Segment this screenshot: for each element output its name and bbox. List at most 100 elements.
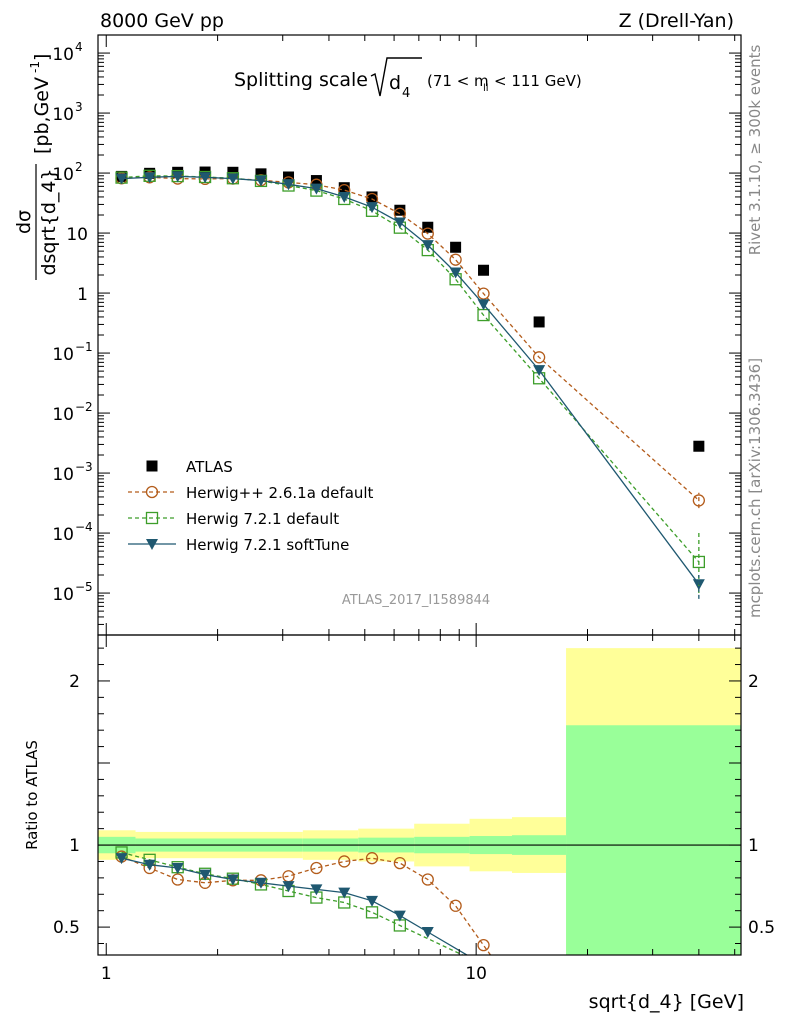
legend-marker-3 (146, 539, 158, 550)
header-left: 8000 GeV pp (100, 10, 224, 32)
main-series-3 (115, 171, 705, 591)
main-ytick-base-1: 10 (52, 525, 74, 545)
ratio-point-2-6 (282, 881, 295, 893)
ylabel-denominator: dsqrt{d_4} (38, 168, 60, 275)
ratio-series-line-2 (121, 857, 469, 955)
legend-entry-2: Herwig 7.2.1 default (128, 510, 339, 528)
main-point-0-15 (693, 440, 705, 452)
main-point-0-7 (310, 175, 322, 187)
main-point-3-0 (115, 173, 128, 185)
ratio-point-0-11 (421, 873, 434, 886)
main-series-line-1 (121, 176, 700, 501)
main-point-3-8 (338, 191, 351, 203)
ratio-series (115, 846, 492, 955)
ratio-point-0-13 (477, 939, 490, 952)
title-sub: 4 (402, 86, 410, 101)
ratio-ytick-label-left-2: 2 (69, 672, 80, 692)
title-main: Splitting scale (234, 69, 368, 91)
main-point-0-14 (533, 316, 545, 328)
ratio-point-2-3 (199, 869, 212, 881)
main-ytick-exp-9: 4 (75, 40, 83, 54)
ratio-point-1-9 (365, 906, 379, 919)
rivet-label: Rivet 3.1.10, ≥ 300k events (746, 45, 764, 256)
ratio-point-2-8 (338, 887, 351, 899)
ratio-ylabel: Ratio to ATLAS (23, 740, 41, 850)
ratio-point-2-0 (115, 853, 128, 865)
main-point-3-13 (477, 299, 490, 311)
ratio-series-0 (115, 850, 492, 955)
ratio-point-0-7 (310, 861, 323, 875)
ratio-point-0-8 (338, 855, 351, 868)
ylabel-unit-sup: -1 (28, 61, 42, 73)
main-point-3-1 (143, 172, 156, 184)
ratio-bands (98, 648, 741, 955)
main-point-3-7 (310, 183, 323, 195)
ratio-point-2-11 (421, 927, 434, 939)
main-ylabel: dσ dsqrt{d_4} [pb,GeV -1 ] (13, 54, 60, 280)
legend-marker-0 (146, 460, 158, 472)
main-ytick-base-4: 10 (52, 345, 74, 365)
ratio-point-0-9 (365, 852, 379, 865)
main-point-1-11 (421, 227, 434, 240)
main-point-3-5 (254, 175, 267, 187)
title-range-pre: (71 < m (427, 72, 489, 90)
ylabel-unit: [pb,GeV (31, 77, 53, 154)
main-ytick-exp-2: −3 (75, 460, 93, 474)
main-ytick-base-7: 10 (52, 165, 74, 185)
ratio-ytick-label-left-0: 0.5 (53, 918, 80, 938)
main-series-1 (115, 171, 706, 507)
main-point-3-6 (282, 179, 295, 191)
ratio-point-2-4 (226, 874, 239, 886)
legend-entry-3: Herwig 7.2.1 softTune (128, 536, 349, 554)
main-point-0-11 (422, 221, 434, 233)
main-point-3-14 (533, 365, 546, 377)
main-ytick-exp-4: −1 (75, 340, 93, 354)
main-point-0-13 (478, 264, 490, 276)
main-point-0-9 (366, 191, 378, 203)
ratio-series-line-0 (121, 855, 492, 955)
watermark: ATLAS_2017_I1589844 (342, 593, 490, 608)
legend-label-2: Herwig 7.2.1 default (186, 510, 339, 528)
title-range-post: < 111 GeV) (494, 72, 582, 90)
legend-entry-0: ATLAS (146, 458, 233, 476)
title-range-sub: ll (483, 83, 489, 94)
main-series-0 (116, 166, 705, 452)
legend-label-3: Herwig 7.2.1 softTune (186, 536, 349, 554)
main-point-1-13 (477, 287, 490, 300)
main-title: Splitting scale d 4 (71 < m ll < 111 GeV… (234, 57, 582, 101)
main-ytick-base-8: 10 (52, 105, 74, 125)
mcplots-label: mcplots.cern.ch [arXiv:1306.3436] (746, 358, 764, 618)
main-point-0-12 (450, 241, 462, 253)
ratio-ytick-label-left-1: 1 (69, 836, 80, 856)
ratio-plot: 1 10 0.5 0.5 1 1 2 2 (53, 634, 775, 984)
main-point-3-9 (366, 202, 379, 214)
main-point-1-14 (532, 351, 546, 364)
title-symbol: d (389, 72, 401, 94)
main-point-1-12 (449, 253, 462, 266)
main-point-3-2 (171, 171, 184, 183)
ratio-band-inner-7 (566, 725, 741, 955)
ylabel-numerator: dσ (13, 210, 35, 234)
main-ytick-base-3: 10 (52, 405, 74, 425)
ratio-series-line-1 (121, 851, 465, 955)
main-series-line-3 (121, 175, 700, 585)
main-series-line-2 (121, 175, 700, 563)
ratio-point-0-10 (393, 856, 407, 870)
main-ytick-exp-3: −2 (75, 400, 93, 414)
ratio-point-2-9 (366, 895, 379, 907)
main-ytick-exp-8: 3 (75, 100, 83, 114)
legend-marker-2 (145, 511, 159, 525)
main-ytick-base-2: 10 (52, 465, 74, 485)
ratio-point-2-5 (254, 877, 267, 889)
sqrt-symbol (370, 57, 422, 97)
main-point-0-5 (255, 168, 267, 180)
legend-label-1: Herwig++ 2.6.1a default (186, 484, 374, 502)
ratio-point-2-1 (143, 859, 156, 871)
ratio-series-2 (115, 853, 469, 955)
header-right: Z (Drell-Yan) (619, 10, 734, 32)
main-ytick-exp-1: −4 (75, 520, 93, 534)
ratio-frame (97, 634, 742, 956)
